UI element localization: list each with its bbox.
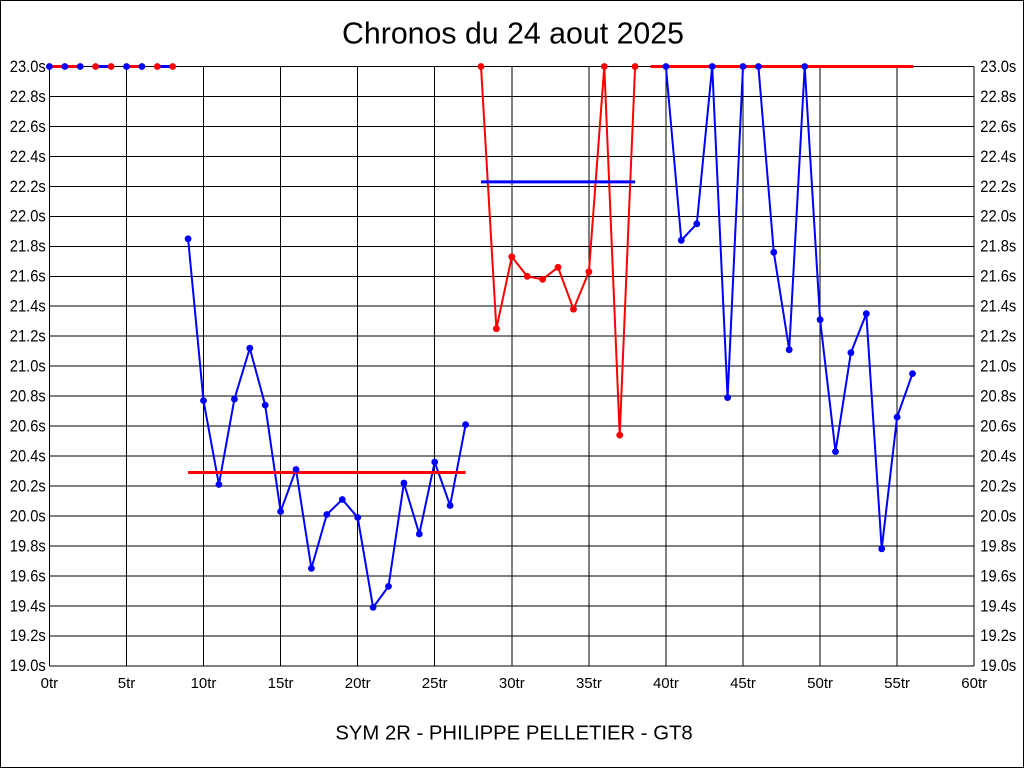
svg-text:20tr: 20tr [345, 675, 371, 692]
svg-text:22.4s: 22.4s [980, 147, 1016, 166]
svg-text:22.2s: 22.2s [10, 177, 46, 196]
svg-text:19.8s: 19.8s [10, 536, 46, 555]
svg-text:22.0s: 22.0s [980, 207, 1016, 226]
svg-text:20.8s: 20.8s [10, 387, 46, 406]
svg-text:0tr: 0tr [41, 675, 59, 692]
svg-text:55tr: 55tr [884, 675, 910, 692]
svg-text:19.0s: 19.0s [10, 656, 46, 675]
svg-text:22.8s: 22.8s [980, 87, 1016, 106]
svg-text:19.4s: 19.4s [10, 596, 46, 615]
svg-text:5tr: 5tr [118, 675, 136, 692]
svg-text:19.2s: 19.2s [10, 626, 46, 645]
svg-text:22.0s: 22.0s [10, 207, 46, 226]
svg-text:20.0s: 20.0s [10, 506, 46, 525]
svg-text:SYM 2R - PHILIPPE PELLETIER -: SYM 2R - PHILIPPE PELLETIER - GT8 [335, 723, 692, 745]
svg-text:20.4s: 20.4s [980, 446, 1016, 465]
svg-text:19.4s: 19.4s [980, 596, 1016, 615]
svg-text:19.0s: 19.0s [980, 656, 1016, 675]
svg-text:21.2s: 21.2s [980, 327, 1016, 346]
svg-text:40tr: 40tr [653, 675, 679, 692]
svg-text:45tr: 45tr [730, 675, 756, 692]
svg-text:22.4s: 22.4s [10, 147, 46, 166]
svg-text:20.0s: 20.0s [980, 506, 1016, 525]
svg-text:19.2s: 19.2s [980, 626, 1016, 645]
svg-text:15tr: 15tr [268, 675, 294, 692]
svg-text:21.4s: 21.4s [980, 297, 1016, 316]
svg-text:20.6s: 20.6s [10, 417, 46, 436]
svg-text:21.4s: 21.4s [10, 297, 46, 316]
svg-text:21.0s: 21.0s [980, 357, 1016, 376]
svg-text:22.6s: 22.6s [10, 117, 46, 136]
svg-text:10tr: 10tr [191, 675, 217, 692]
svg-text:21.0s: 21.0s [10, 357, 46, 376]
svg-text:19.8s: 19.8s [980, 536, 1016, 555]
svg-text:23.0s: 23.0s [10, 57, 46, 76]
svg-text:20.8s: 20.8s [980, 387, 1016, 406]
svg-text:20.6s: 20.6s [980, 417, 1016, 436]
svg-text:22.2s: 22.2s [980, 177, 1016, 196]
svg-text:60tr: 60tr [961, 675, 987, 692]
svg-text:Chronos du 24 aout 2025: Chronos du 24 aout 2025 [342, 18, 684, 51]
svg-text:20.4s: 20.4s [10, 446, 46, 465]
svg-text:19.6s: 19.6s [10, 566, 46, 585]
svg-text:23.0s: 23.0s [980, 57, 1016, 76]
svg-text:21.6s: 21.6s [980, 267, 1016, 286]
svg-text:21.6s: 21.6s [10, 267, 46, 286]
svg-text:35tr: 35tr [576, 675, 602, 692]
svg-text:19.6s: 19.6s [980, 566, 1016, 585]
svg-text:50tr: 50tr [807, 675, 833, 692]
svg-text:30tr: 30tr [499, 675, 525, 692]
svg-text:21.2s: 21.2s [10, 327, 46, 346]
svg-text:20.2s: 20.2s [980, 476, 1016, 495]
svg-text:21.8s: 21.8s [980, 237, 1016, 256]
svg-text:22.6s: 22.6s [980, 117, 1016, 136]
svg-text:20.2s: 20.2s [10, 476, 46, 495]
svg-text:25tr: 25tr [422, 675, 448, 692]
svg-text:21.8s: 21.8s [10, 237, 46, 256]
svg-text:22.8s: 22.8s [10, 87, 46, 106]
